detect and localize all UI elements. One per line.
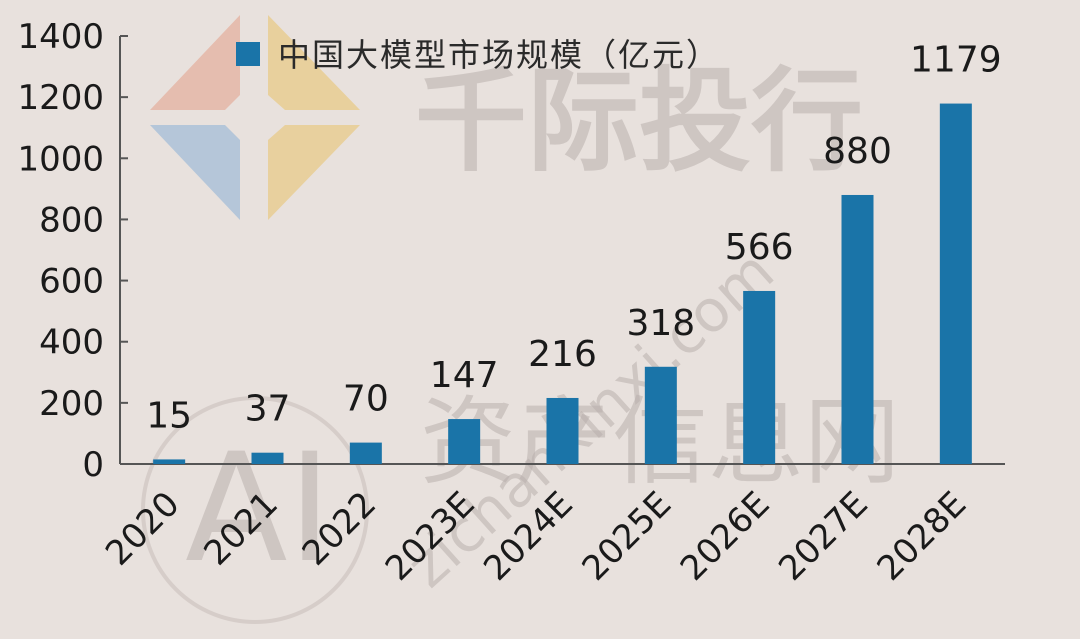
bar-2022 — [349, 442, 382, 464]
bar-series — [153, 103, 972, 464]
y-axis-ticks: 0 200 400 600 800 1000 1200 1400 — [17, 17, 128, 485]
x-tick-label-2025e: 2025E — [575, 484, 680, 589]
data-label-2023e: 147 — [430, 355, 499, 396]
bar-2025e — [644, 366, 677, 464]
bar-2028e — [939, 103, 972, 464]
data-label-2026e: 566 — [725, 227, 794, 268]
bar-2024e — [546, 397, 579, 464]
x-tick-label-2027e: 2027E — [771, 484, 876, 589]
bar-2023e — [448, 419, 481, 464]
y-tick-label: 1000 — [17, 139, 104, 179]
data-label-2024e: 216 — [528, 334, 597, 375]
legend-label: 中国大模型市场规模（亿元） — [278, 36, 720, 74]
y-tick-label: 1400 — [17, 17, 104, 57]
watermark-badge-circle — [141, 396, 369, 624]
data-label-2028e: 1179 — [910, 40, 1002, 81]
watermark-brand: 千际投行 — [415, 57, 863, 187]
y-tick-label: 0 — [82, 445, 104, 485]
x-tick-label-2026e: 2026E — [673, 484, 778, 589]
y-tick-label: 400 — [39, 323, 104, 363]
legend-swatch — [236, 42, 260, 66]
y-tick-label: 800 — [39, 200, 104, 240]
bar-2026e — [743, 290, 776, 464]
x-tick-label-2028e: 2028E — [870, 484, 975, 589]
data-label-2025e: 318 — [626, 303, 695, 344]
bar-2027e — [841, 194, 874, 464]
data-label-2022: 70 — [343, 379, 389, 420]
watermark-logo-icon — [150, 15, 360, 220]
y-tick-label: 600 — [39, 262, 104, 302]
y-tick-label: 1200 — [17, 78, 104, 118]
data-label-2020: 15 — [146, 395, 192, 436]
data-label-2027e: 880 — [823, 131, 892, 172]
bar-2021 — [251, 452, 284, 464]
bar-2020 — [153, 459, 186, 464]
legend: 中国大模型市场规模（亿元） — [236, 36, 720, 74]
data-label-2021: 37 — [245, 389, 291, 430]
y-tick-label: 200 — [39, 384, 104, 424]
watermark-badge: AI — [185, 422, 332, 596]
data-labels: 15 37 70 147 216 318 566 880 1179 — [146, 40, 1001, 437]
